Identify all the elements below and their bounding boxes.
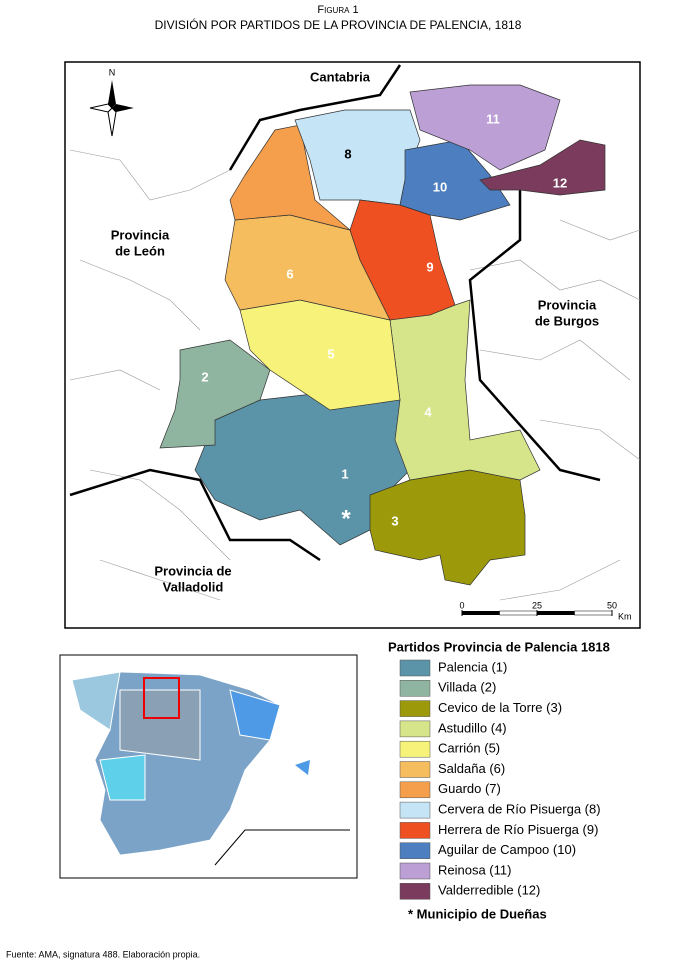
- neighbor-label: Provincia: [111, 227, 170, 242]
- inset-highlight: [143, 677, 180, 719]
- legend-swatch: [399, 659, 431, 677]
- legend-swatch: [399, 801, 431, 819]
- legend-swatch: [399, 842, 431, 859]
- legend-swatch: [399, 761, 431, 778]
- legend-label: Cervera de Río Pisuerga (8): [438, 802, 601, 817]
- legend-swatch: [399, 822, 431, 839]
- legend-swatch: [399, 720, 431, 738]
- district: [399, 139, 511, 221]
- province-borders: [69, 64, 601, 562]
- district-number: 4: [424, 404, 432, 419]
- inset-region: [119, 689, 201, 761]
- district: [159, 339, 271, 449]
- scale-segment: [574, 610, 613, 616]
- neighbor-label: Provincia: [538, 297, 597, 312]
- canary-box: [214, 829, 350, 866]
- legend-label: Herrera de Río Pisuerga (9): [438, 822, 598, 837]
- scale-segment: [499, 610, 538, 616]
- district-number: 9: [426, 259, 433, 274]
- neighbor-label: de León: [115, 243, 165, 258]
- compass: [89, 80, 134, 137]
- legend: Partidos Provincia de Palencia 1818 * Mu…: [388, 639, 610, 921]
- inset-region: [99, 754, 146, 801]
- legend-label: Saldaña (6): [438, 761, 505, 776]
- scale-unit: Km: [618, 611, 632, 621]
- scale-label: 25: [532, 600, 542, 610]
- scale-label: 50: [607, 600, 617, 610]
- legend-swatch: [399, 883, 431, 900]
- neighbor-label: Valladolid: [163, 579, 224, 594]
- scale-segment: [537, 611, 575, 615]
- legend-note: * Municipio de Dueñas: [408, 906, 547, 921]
- district-number: 5: [327, 346, 334, 361]
- legend-label: Carrión (5): [438, 741, 500, 756]
- legend-swatch: [399, 700, 431, 717]
- figure-label: Figura 1: [317, 4, 358, 16]
- source: Fuente: AMA, signatura 488. Elaboración …: [6, 949, 200, 959]
- district-number: 3: [391, 513, 398, 528]
- district-number: 8: [344, 146, 351, 161]
- district-number: 12: [553, 175, 567, 190]
- district-number: 1: [341, 466, 348, 481]
- district: [479, 139, 606, 196]
- inset-region: [71, 671, 121, 731]
- legend-label: Astudillo (4): [438, 720, 507, 735]
- district-number: 11: [486, 111, 500, 126]
- neighbor-label: de Burgos: [535, 313, 599, 328]
- north-label: N: [109, 67, 116, 77]
- district-number: 6: [286, 266, 293, 281]
- legend-label: Cevico de la Torre (3): [438, 700, 562, 715]
- inset-region: [229, 689, 281, 741]
- legend-label: Valderredible (12): [438, 883, 540, 898]
- neighbor-label: Cantabria: [310, 69, 371, 84]
- district: [409, 84, 561, 171]
- scale-label: 0: [459, 600, 464, 610]
- dueñas-marker: *: [341, 505, 351, 532]
- islands: [295, 760, 310, 775]
- legend-label: Guardo (7): [438, 781, 501, 796]
- legend-label: Villada (2): [438, 680, 496, 695]
- district-number: 10: [433, 179, 447, 194]
- legend-title: Partidos Provincia de Palencia 1818: [388, 639, 610, 654]
- district-number: 2: [201, 369, 208, 384]
- figure-title: DIVISIÓN POR PARTIDOS DE LA PROVINCIA DE…: [155, 17, 522, 32]
- legend-swatch: [399, 781, 431, 799]
- legend-label: Aguilar de Campoo (10): [438, 842, 576, 857]
- inset-map: [59, 654, 358, 879]
- legend-swatch: [399, 740, 431, 758]
- legend-swatch: [399, 680, 431, 697]
- neighbor-label: Provincia de: [154, 563, 231, 578]
- legend-label: Palencia (1): [438, 659, 507, 674]
- scale-segment: [462, 611, 500, 615]
- district: [389, 299, 541, 481]
- background-borders: [69, 149, 641, 601]
- legend-label: Reinosa (11): [438, 862, 511, 877]
- legend-swatch: [399, 862, 431, 880]
